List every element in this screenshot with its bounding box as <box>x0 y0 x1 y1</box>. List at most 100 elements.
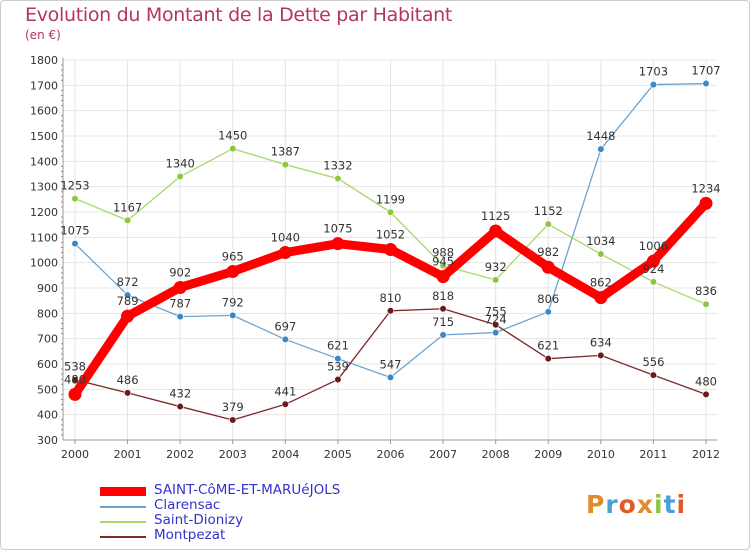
data-label: 836 <box>695 284 717 298</box>
data-point <box>176 172 184 181</box>
x-tick-label: 2001 <box>114 448 142 461</box>
data-point <box>384 242 397 256</box>
data-point <box>597 145 605 153</box>
data-label: 480 <box>64 372 86 386</box>
chart-unit: (en €) <box>25 28 61 42</box>
legend: SAINT-CôME-ET-MARUéJOLS Clarensac Saint-… <box>100 482 400 544</box>
data-label: 902 <box>169 265 191 279</box>
data-label: 1052 <box>376 227 405 241</box>
data-point <box>123 389 132 397</box>
legend-swatch <box>100 487 146 496</box>
data-label: 441 <box>274 384 296 398</box>
legend-item-clarensac: Clarensac <box>100 497 400 514</box>
series-lines <box>68 79 713 424</box>
data-label: 1125 <box>481 209 510 223</box>
data-label: 755 <box>485 305 507 319</box>
logo-letter: i <box>676 490 687 519</box>
data-point <box>334 375 342 384</box>
data-point <box>123 216 132 224</box>
data-label: 1006 <box>639 239 668 253</box>
y-tick-label: 1700 <box>30 79 58 92</box>
legend-item-saint-dionizy: Saint-Dionizy <box>100 512 400 529</box>
data-point <box>544 308 552 316</box>
data-label: 621 <box>537 339 559 353</box>
logo-letter: t <box>663 490 677 519</box>
logo-letter: r <box>605 490 619 519</box>
x-tick-label: 2003 <box>219 448 247 461</box>
data-point <box>281 335 289 344</box>
data-point <box>334 355 342 363</box>
legend-label: Montpezat <box>154 527 226 543</box>
y-tick-label: 300 <box>37 434 58 447</box>
y-tick-label: 1800 <box>30 54 58 67</box>
data-label: 932 <box>485 260 507 274</box>
data-point <box>176 402 184 411</box>
data-label: 810 <box>380 291 402 305</box>
data-point <box>386 208 395 216</box>
data-point <box>281 161 289 169</box>
data-point <box>439 331 447 339</box>
data-label: 621 <box>327 339 349 353</box>
legend-label: Clarensac <box>154 497 221 513</box>
data-label: 1387 <box>271 145 300 159</box>
logo-letter: x <box>636 490 654 519</box>
data-label: 1450 <box>218 129 247 143</box>
x-tick-label: 2007 <box>429 448 457 461</box>
data-point <box>176 313 184 321</box>
data-label: 1199 <box>376 192 405 206</box>
y-tick-label: 600 <box>37 358 58 371</box>
data-label: 1034 <box>586 234 615 248</box>
x-tick-label: 2010 <box>587 448 615 461</box>
data-label: 724 <box>485 313 507 327</box>
data-label: 806 <box>537 292 559 306</box>
data-point <box>544 220 552 228</box>
data-label: 556 <box>642 355 664 369</box>
data-labels: 480 789 902 965 1040 1075 1052 945 1125 982 862 100… <box>60 64 720 414</box>
data-point <box>71 194 79 203</box>
data-label: 1448 <box>586 129 615 143</box>
data-point <box>121 309 135 323</box>
data-label: 634 <box>590 335 612 349</box>
y-tick-label: 1200 <box>30 206 58 219</box>
data-label: 945 <box>432 255 454 269</box>
y-tick-label: 1400 <box>30 155 58 168</box>
data-label: 480 <box>695 374 717 388</box>
data-label: 787 <box>169 297 191 311</box>
data-point <box>229 416 237 424</box>
x-tick-label: 2002 <box>166 448 194 461</box>
data-label: 1167 <box>113 200 142 214</box>
data-label: 982 <box>537 245 559 259</box>
data-label: 924 <box>642 262 664 276</box>
legend-item-saint-come: SAINT-CôME-ET-MARUéJOLS <box>100 482 400 499</box>
x-tick-label: 2000 <box>61 448 89 461</box>
data-point <box>439 262 447 270</box>
data-point <box>436 270 450 284</box>
data-point <box>702 79 710 88</box>
x-tick-label: 2008 <box>482 448 510 461</box>
data-point <box>492 328 500 337</box>
data-point <box>334 174 342 183</box>
data-label: 1152 <box>534 204 563 218</box>
data-point <box>702 300 710 308</box>
data-point <box>597 351 605 359</box>
data-point <box>544 355 552 363</box>
data-point <box>646 254 660 268</box>
legend-label: Saint-Dionizy <box>154 512 244 528</box>
data-point <box>649 80 658 89</box>
data-point <box>649 371 658 379</box>
y-tick-label: 500 <box>37 383 58 396</box>
data-label: 818 <box>432 289 454 303</box>
data-label: 1075 <box>323 222 352 236</box>
legend-item-montpezat: Montpezat <box>100 527 400 544</box>
data-label: 1707 <box>691 64 720 78</box>
y-tick-label: 900 <box>37 282 58 295</box>
y-tick-label: 800 <box>37 307 58 320</box>
logo-letter: o <box>618 490 637 519</box>
data-label: 1253 <box>60 179 89 193</box>
legend-swatch <box>100 536 146 538</box>
data-point <box>597 250 605 258</box>
data-label: 1234 <box>691 181 720 195</box>
data-label: 547 <box>380 357 402 371</box>
data-label: 379 <box>222 400 244 414</box>
data-point <box>702 390 710 399</box>
